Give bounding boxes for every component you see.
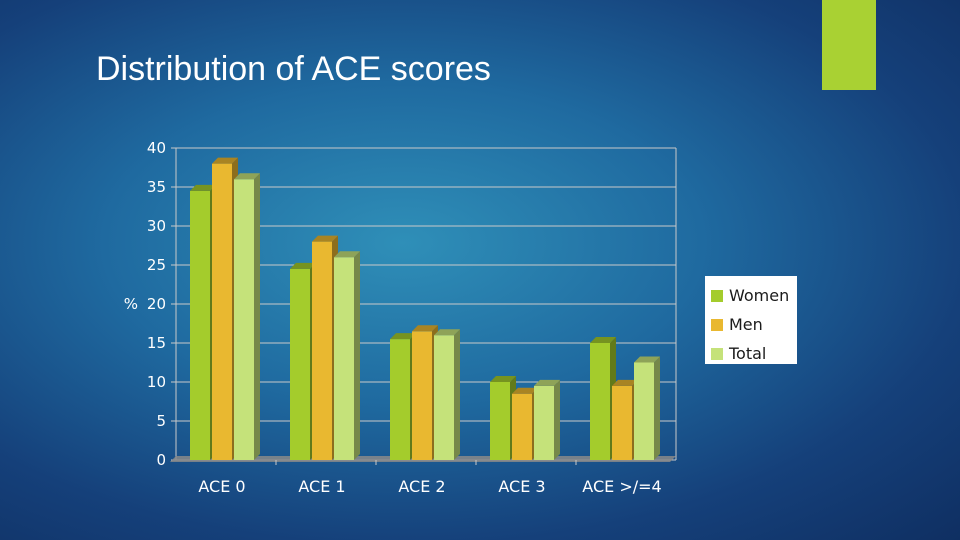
legend-item-total: Total: [711, 339, 797, 368]
bars: [190, 157, 660, 460]
bar: [490, 382, 510, 460]
bar: [590, 343, 610, 460]
bar: [312, 241, 332, 460]
bar-top: [634, 356, 660, 363]
y-tick-label: 5: [156, 412, 166, 430]
legend-item-women: Women: [711, 281, 797, 310]
bar: [434, 335, 454, 460]
bar-top: [390, 333, 416, 340]
bar-side: [254, 173, 260, 460]
bar-top: [534, 379, 560, 386]
bar: [290, 268, 310, 460]
x-tick-label: ACE 1: [298, 477, 345, 496]
axis-labels: 0 5 10 15 20 25 30 35 40% ACE 0 ACE 1 ACE 2 ACE 3 ACE…: [124, 139, 662, 496]
x-tick-label: ACE 2: [398, 477, 445, 496]
bar-top: [212, 157, 238, 164]
y-axis-label: %: [124, 295, 138, 313]
bar: [412, 331, 432, 460]
y-tick-label: 0: [156, 451, 166, 469]
x-tick-label: ACE 0: [198, 477, 245, 496]
y-tick-label: 15: [147, 334, 166, 352]
bar: [634, 362, 654, 460]
slide-title: Distribution of ACE scores: [96, 50, 491, 88]
bar-top: [312, 235, 338, 242]
legend-label-men: Men: [729, 315, 763, 334]
bar-top: [234, 173, 260, 180]
bar: [190, 190, 210, 460]
legend-item-men: Men: [711, 310, 797, 339]
y-tick-label: 30: [147, 217, 166, 235]
bar: [612, 385, 632, 460]
bar-side: [554, 379, 560, 460]
bar-top: [334, 251, 360, 258]
bar: [334, 257, 354, 460]
legend-swatch-men: [711, 318, 723, 331]
bar-top: [412, 325, 438, 332]
bar-top: [434, 329, 460, 336]
bar-side: [454, 329, 460, 460]
legend-label-women: Women: [729, 286, 790, 305]
bar-top: [612, 379, 638, 386]
x-tick-label: ACE >/=4: [582, 477, 661, 496]
bar-top: [590, 337, 616, 343]
bar-side: [654, 356, 660, 460]
bar: [390, 339, 410, 460]
y-tick-label: 35: [147, 178, 166, 196]
bar-top: [190, 184, 216, 191]
bar: [234, 179, 254, 460]
y-tick-label: 25: [147, 256, 166, 274]
bar-top: [490, 376, 516, 382]
bar: [534, 385, 554, 460]
accent-bar: [822, 0, 876, 90]
y-tick-label: 40: [147, 139, 166, 157]
legend: Women Men Total: [705, 276, 797, 364]
legend-label-total: Total: [729, 344, 767, 363]
legend-swatch-women: [711, 289, 723, 302]
bar: [512, 393, 532, 460]
bar-side: [354, 251, 360, 460]
legend-swatch-total: [711, 347, 723, 360]
bar-top: [512, 387, 538, 394]
bar: [212, 163, 232, 460]
bar-top: [290, 262, 316, 269]
y-tick-label: 10: [147, 373, 166, 391]
x-tick-label: ACE 3: [498, 477, 545, 496]
y-tick-label: 20: [147, 295, 166, 313]
